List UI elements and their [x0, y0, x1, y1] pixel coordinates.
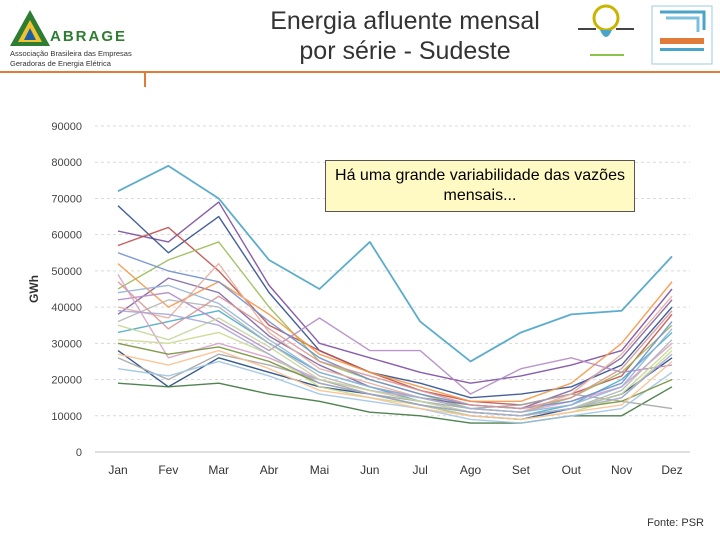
series-line: [117, 205, 673, 399]
series-line: [117, 353, 673, 410]
page-title: Energia afluente mensal por série - Sude…: [240, 6, 570, 66]
x-tick-label: Jul: [413, 463, 428, 477]
y-tick-label: 30000: [51, 338, 82, 350]
source-note: Fonte: PSR: [647, 517, 704, 529]
x-tick-label: Dez: [661, 463, 682, 477]
x-tick-label: Jun: [360, 463, 379, 477]
x-tick-label: Jan: [108, 463, 127, 477]
partner-logos: [574, 0, 720, 72]
y-tick-label: 10000: [51, 411, 82, 423]
variability-callout: Há uma grande variabilidade das vazões m…: [325, 160, 635, 212]
energy-chart: 90000 80000 70000 60000 50000 40000 30000 20000…: [27, 121, 690, 477]
series-line: [117, 382, 673, 424]
x-tick-label: Abr: [260, 463, 279, 477]
y-tick-label: 70000: [51, 193, 82, 205]
series-line: [117, 201, 673, 384]
abrage-logo: ABRAGE Associação Brasileira das Empresa…: [4, 4, 144, 68]
y-axis-label: GWh: [27, 275, 41, 303]
series-line: [117, 263, 673, 402]
title-line1: Energia afluente mensal: [270, 7, 540, 35]
series-line: [117, 360, 673, 424]
y-tick-label: 60000: [51, 230, 82, 242]
x-tick-label: Out: [562, 463, 582, 477]
y-tick-label: 20000: [51, 375, 82, 387]
series-line: [117, 262, 673, 413]
series-line: [117, 349, 673, 421]
series-line: [117, 310, 673, 417]
series-line: [117, 284, 673, 413]
x-tick-label: Fev: [158, 463, 178, 477]
logo-wordmark: ABRAGE: [50, 28, 128, 45]
y-tick-label: 50000: [51, 266, 82, 278]
x-tick-label: Mar: [208, 463, 229, 477]
event-logo-icon: [578, 4, 634, 56]
x-tick-label: Ago: [460, 463, 482, 477]
series-line: [117, 164, 673, 363]
series-line: [117, 291, 673, 395]
x-tick-label: Mai: [310, 463, 329, 477]
seworld-logo-icon: [651, 5, 713, 65]
series-line: [117, 226, 673, 406]
y-tick-label: 80000: [51, 157, 82, 169]
y-tick-label: 90000: [51, 121, 82, 133]
header-divider-tick: [144, 71, 146, 87]
title-line2: por série - Sudeste: [299, 37, 511, 65]
header-divider: [0, 71, 720, 73]
logo-subtitle-line2: Geradoras de Energia Elétrica: [10, 59, 111, 68]
x-tick-label: Set: [512, 463, 531, 477]
series-line: [117, 331, 673, 421]
series-line: [117, 252, 673, 410]
logo-subtitle-line1: Associação Brasileira das Empresas: [10, 49, 132, 58]
x-tick-label: Nov: [611, 463, 632, 477]
y-tick-label: 40000: [51, 302, 82, 314]
series-line: [117, 281, 673, 410]
abrage-logo-icon: [10, 10, 50, 46]
slide-header: ABRAGE Associação Brasileira das Empresa…: [0, 0, 720, 76]
y-tick-label: 0: [76, 447, 82, 459]
